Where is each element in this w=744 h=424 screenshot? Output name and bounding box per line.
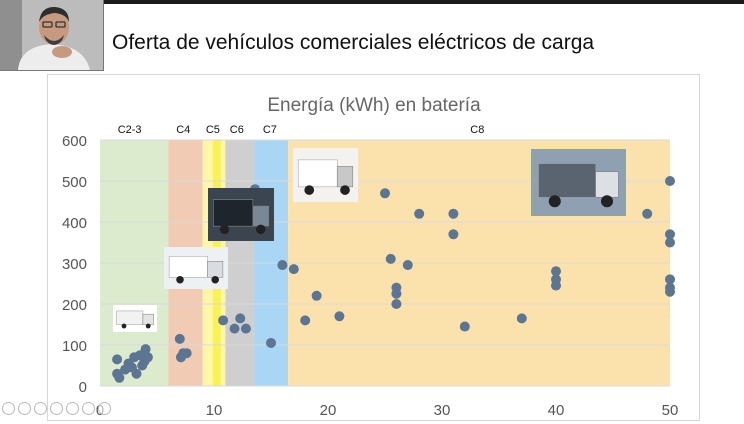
class-label-c6: C6 <box>230 124 244 136</box>
data-point <box>402 260 413 271</box>
presenter-webcam <box>0 0 104 71</box>
data-point <box>229 323 240 334</box>
data-point <box>140 344 151 355</box>
first-slide-button[interactable] <box>2 402 15 415</box>
player-controls <box>2 402 111 415</box>
data-point <box>112 354 123 365</box>
y-tick-0: 0 <box>79 379 87 396</box>
data-point <box>642 208 653 219</box>
vehicle-image-box-truck-dark <box>208 188 274 241</box>
data-point <box>385 253 396 264</box>
slide-title: Oferta de vehículos comerciales eléctric… <box>112 31 595 54</box>
data-point <box>114 372 125 383</box>
data-point <box>665 274 675 285</box>
data-point <box>240 323 251 334</box>
data-point <box>448 208 459 219</box>
data-point <box>300 315 311 326</box>
x-tick-30: 30 <box>434 402 451 419</box>
data-point <box>131 368 142 379</box>
x-tick-20: 20 <box>320 402 337 419</box>
data-point <box>380 188 390 199</box>
data-point <box>665 237 675 248</box>
y-tick-500: 500 <box>62 174 87 191</box>
data-point <box>516 313 527 324</box>
data-point <box>551 266 561 277</box>
data-point <box>277 260 288 271</box>
class-label-c7: C7 <box>263 124 277 136</box>
data-point <box>218 315 229 326</box>
y-tick-400: 400 <box>62 215 87 232</box>
menu-button[interactable] <box>98 402 111 415</box>
vehicle-image-semi-truck <box>531 149 626 216</box>
chart-title: Energía (kWh) en batería <box>267 95 481 116</box>
data-point <box>142 352 153 363</box>
y-tick-300: 300 <box>62 256 87 273</box>
vehicle-image-rigid-truck <box>293 148 358 202</box>
presenter-image <box>0 0 103 70</box>
class-label-c8: C8 <box>470 124 484 136</box>
x-tick-10: 10 <box>206 402 223 419</box>
data-point <box>311 290 322 301</box>
y-tick-600: 600 <box>62 133 87 150</box>
data-point <box>665 286 675 297</box>
class-label-c5: C5 <box>206 124 220 136</box>
data-point <box>665 229 675 240</box>
data-point <box>448 229 459 240</box>
data-point <box>235 313 246 324</box>
vehicle-image-van <box>113 305 157 332</box>
data-point <box>414 208 425 219</box>
zoom-button[interactable] <box>82 402 95 415</box>
class-label-c2-3: C2-3 <box>118 124 142 136</box>
data-point <box>391 299 402 309</box>
play-button[interactable] <box>34 402 47 415</box>
top-bar <box>0 0 744 4</box>
data-point <box>288 264 299 275</box>
data-point <box>181 348 192 359</box>
y-tick-100: 100 <box>62 338 87 355</box>
vehicle-image-box-truck <box>164 247 228 289</box>
data-point <box>334 311 345 322</box>
data-point <box>174 333 185 344</box>
data-point <box>665 176 675 186</box>
pen-tool-button[interactable] <box>66 402 79 415</box>
x-tick-50: 50 <box>662 402 679 419</box>
prev-button[interactable] <box>18 402 31 415</box>
data-point <box>391 288 402 299</box>
x-tick-40: 40 <box>548 402 565 419</box>
data-point <box>551 280 561 291</box>
class-label-c4: C4 <box>176 124 190 136</box>
y-tick-200: 200 <box>62 297 87 314</box>
scatter-chart: 010020030040050060001020304050 C2-3C4C5C… <box>62 95 679 419</box>
chart-frame: 010020030040050060001020304050 C2-3C4C5C… <box>47 74 700 421</box>
data-point <box>459 321 470 332</box>
data-point <box>266 337 276 348</box>
next-button[interactable] <box>50 402 63 415</box>
